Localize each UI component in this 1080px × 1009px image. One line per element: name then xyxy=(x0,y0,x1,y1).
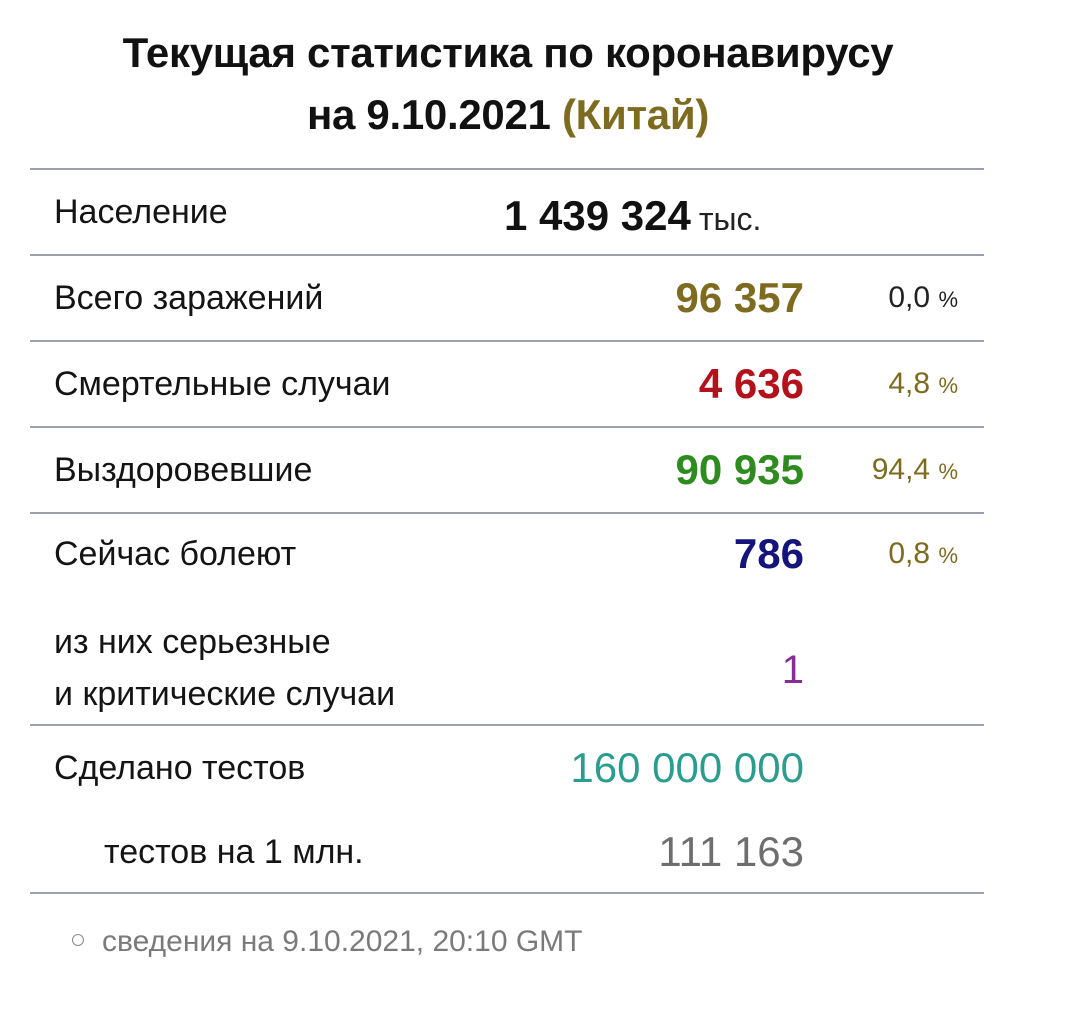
total-cases-percent: 0,0 % xyxy=(888,278,958,320)
serious-label-line-1: из них серьезные xyxy=(54,623,331,661)
recovered-percent-value: 94,4 xyxy=(871,453,931,486)
title-date: на 9.10.2021 xyxy=(306,91,551,138)
serious-label: из них серьезные и критические случаи xyxy=(54,616,395,720)
active-value: 786 xyxy=(733,530,804,577)
population-unit: тыс. xyxy=(698,201,762,237)
recovered-label: Выздоровевшие xyxy=(54,451,313,489)
population-value-group: 1 439 324 тыс. xyxy=(504,192,761,240)
recovered-percent: 94,4 % xyxy=(872,450,958,492)
tests-label: Сделано тестов xyxy=(54,749,306,787)
active-percent: 0,8 % xyxy=(888,534,958,576)
footnote-text: сведения на 9.10.2021, 20:10 GMT xyxy=(102,925,583,958)
footnote: сведения на 9.10.2021, 20:10 GMT xyxy=(72,922,583,962)
deaths-percent: 4,8 % xyxy=(888,364,958,406)
stats-table: Население 1 439 324 тыс. Всего заражений … xyxy=(30,168,984,894)
title-line-1: Текущая статистика по коронавирусу xyxy=(122,29,894,76)
row-total-cases: Всего заражений 96 357 0,0 % xyxy=(30,254,984,340)
page-title: Текущая статистика по коронавирусу на 9.… xyxy=(0,22,1016,146)
active-percent-sign: % xyxy=(938,543,958,568)
deaths-percent-value: 4,8 xyxy=(888,367,931,400)
tests-value: 160 000 000 xyxy=(570,744,804,791)
tests-per-million-value: 111 163 xyxy=(658,828,804,875)
recovered-percent-sign: % xyxy=(938,459,958,484)
row-population: Население 1 439 324 тыс. xyxy=(30,168,984,254)
total-cases-percent-sign: % xyxy=(938,287,958,312)
tests-per-million-label: тестов на 1 млн. xyxy=(104,833,364,871)
active-percent-value: 0,8 xyxy=(888,537,931,570)
row-tests: Сделано тестов 160 000 000 тестов на 1 м… xyxy=(30,724,984,894)
row-recovered: Выздоровевшие 90 935 94,4 % xyxy=(30,426,984,512)
deaths-percent-sign: % xyxy=(938,373,958,398)
total-cases-label: Всего заражений xyxy=(54,279,324,317)
population-label: Население xyxy=(54,193,228,231)
title-country: (Китай) xyxy=(561,91,710,138)
recovered-value: 90 935 xyxy=(675,446,804,493)
deaths-label: Смертельные случаи xyxy=(54,365,391,403)
circle-bullet-icon xyxy=(72,934,84,947)
total-cases-value: 96 357 xyxy=(675,274,804,321)
population-value: 1 439 324 xyxy=(504,192,691,239)
title-line-2: на 9.10.2021 (Китай) xyxy=(0,84,1016,146)
row-active: Сейчас болеют 786 0,8 % из них серьезные… xyxy=(30,512,984,724)
total-cases-percent-value: 0,0 xyxy=(888,281,931,314)
row-deaths: Смертельные случаи 4 636 4,8 % xyxy=(30,340,984,426)
serious-value: 1 xyxy=(781,648,804,692)
deaths-value: 4 636 xyxy=(698,360,804,407)
serious-label-line-2: и критические случаи xyxy=(54,675,396,713)
active-label: Сейчас болеют xyxy=(54,535,297,573)
